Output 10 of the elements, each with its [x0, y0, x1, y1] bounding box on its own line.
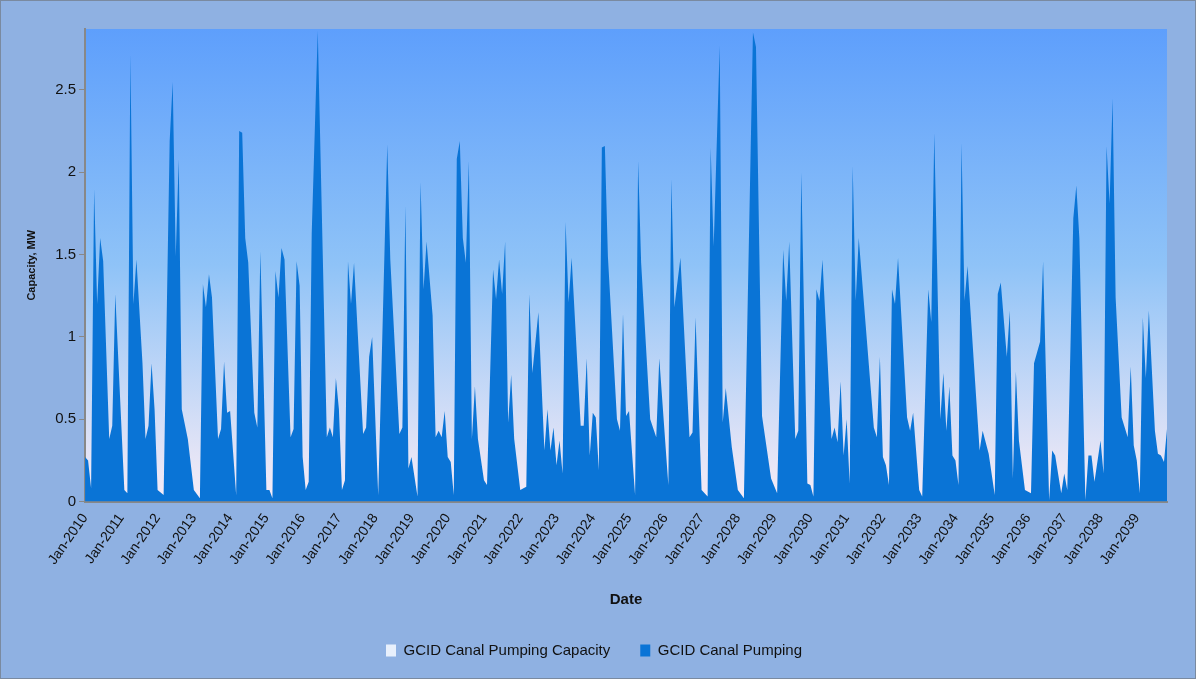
y-tick-label: 2 [67, 162, 77, 180]
y-tick-label: 2.5 [55, 80, 77, 98]
legend-label: GCID Canal Pumping [657, 640, 802, 658]
y-tick-label: 0.5 [55, 409, 77, 427]
y-tick-label: 1.5 [55, 244, 77, 262]
y-axis-title: Capacity, MW [24, 229, 37, 301]
y-tick-label: 1 [67, 327, 77, 345]
y-tick-label: 0 [67, 491, 77, 509]
x-axis-title: Date [609, 590, 643, 608]
legend-label: GCID Canal Pumping Capacity [403, 640, 611, 658]
